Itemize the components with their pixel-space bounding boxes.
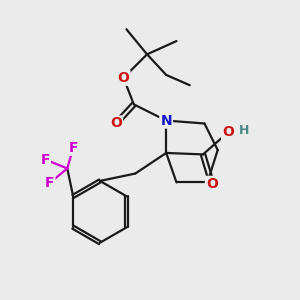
Text: O: O [110,116,122,130]
Text: O: O [222,125,234,139]
Text: F: F [68,141,78,155]
Text: O: O [118,71,129,85]
Text: H: H [239,124,249,137]
Text: N: N [160,114,172,128]
Text: O: O [206,177,218,191]
Text: F: F [45,176,54,190]
Text: F: F [40,153,50,166]
